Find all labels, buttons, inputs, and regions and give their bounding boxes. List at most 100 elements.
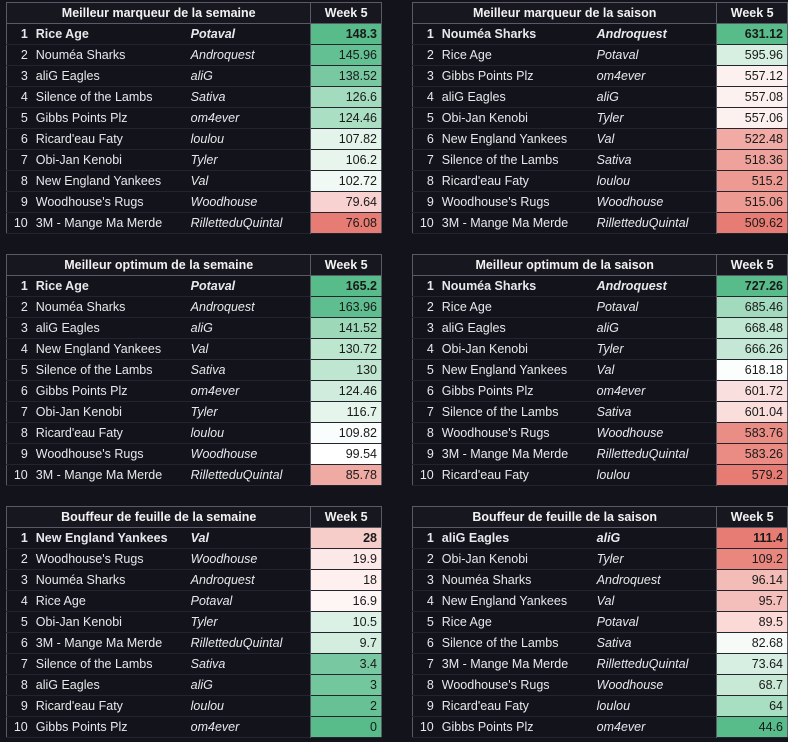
table-row: 4 New England Yankees Val 95.7 <box>412 590 788 612</box>
table-row: 1 Nouméa Sharks Androquest 631.12 <box>412 23 788 45</box>
table-row: 4 aliG Eagles aliG 557.08 <box>412 86 788 108</box>
table-row: 4 Rice Age Potaval 16.9 <box>6 590 382 612</box>
manager-cell: Sativa <box>190 657 226 671</box>
leaderboard-table: Meilleur optimum de la saison Week 5 1 Noum… <box>412 254 788 486</box>
rank-cell: 7 <box>20 153 28 167</box>
score-cell: 102.72 <box>310 170 382 192</box>
rank-cell: 8 <box>426 678 434 692</box>
manager-cell: Tyler <box>190 405 218 419</box>
team-name-cell: Obi-Jan Kenobi <box>35 153 122 167</box>
manager-cell: om4ever <box>596 384 646 398</box>
team-name-cell: Gibbs Points Plz <box>441 69 534 83</box>
table-row: 10 3M - Mange Ma Merde RilletteduQuintal 76… <box>6 212 382 234</box>
table-row: 3 aliG Eagles aliG 141.52 <box>6 317 382 339</box>
rank-cell: 6 <box>20 636 28 650</box>
score-cell: 685.46 <box>716 296 788 318</box>
team-name-cell: New England Yankees <box>35 531 168 545</box>
score-cell: 583.26 <box>716 443 788 465</box>
team-name-cell: Silence of the Lambs <box>35 90 153 104</box>
week-column-header: Week 5 <box>310 254 382 276</box>
team-name-cell: 3M - Mange Ma Merde <box>441 216 569 230</box>
rank-cell: 10 <box>13 468 28 482</box>
manager-cell: Val <box>190 342 209 356</box>
score-cell: 82.68 <box>716 632 788 654</box>
table-row: 8 Woodhouse's Rugs Woodhouse 583.76 <box>412 422 788 444</box>
table-row: 8 aliG Eagles aliG 3 <box>6 674 382 696</box>
manager-cell: RilletteduQuintal <box>596 657 689 671</box>
table-row: 6 Gibbs Points Plz om4ever 601.72 <box>412 380 788 402</box>
rank-cell: 8 <box>426 426 434 440</box>
team-name-cell: Rice Age <box>35 27 89 41</box>
score-cell: 583.76 <box>716 422 788 444</box>
table-row: 1 Rice Age Potaval 148.3 <box>6 23 382 45</box>
score-cell: 518.36 <box>716 149 788 171</box>
score-cell: 130 <box>310 359 382 381</box>
manager-cell: RilletteduQuintal <box>596 447 689 461</box>
score-cell: 141.52 <box>310 317 382 339</box>
team-name-cell: Rice Age <box>441 300 492 314</box>
score-cell: 3 <box>310 674 382 696</box>
manager-cell: Sativa <box>596 405 632 419</box>
score-cell: 631.12 <box>716 23 788 45</box>
table-row: 2 Obi-Jan Kenobi Tyler 109.2 <box>412 548 788 570</box>
table-header-row: Meilleur optimum de la semaine Week 5 <box>6 254 382 276</box>
table-row: 9 Woodhouse's Rugs Woodhouse 515.06 <box>412 191 788 213</box>
table-row: 3 aliG Eagles aliG 668.48 <box>412 317 788 339</box>
score-cell: 126.6 <box>310 86 382 108</box>
table-row: 1 aliG Eagles aliG 111.4 <box>412 527 788 549</box>
score-cell: 601.04 <box>716 401 788 423</box>
manager-cell: om4ever <box>190 720 240 734</box>
table-row: 9 Woodhouse's Rugs Woodhouse 79.64 <box>6 191 382 213</box>
week-column-header: Week 5 <box>310 506 382 528</box>
team-name-cell: Nouméa Sharks <box>441 279 537 293</box>
rank-cell: 4 <box>426 90 434 104</box>
team-name-cell: New England Yankees <box>441 132 568 146</box>
manager-cell: Potaval <box>190 279 236 293</box>
rank-cell: 6 <box>426 636 434 650</box>
team-name-cell: Ricard'eau Faty <box>441 174 529 188</box>
rank-cell: 4 <box>20 342 28 356</box>
rank-cell: 4 <box>426 342 434 356</box>
score-cell: 18 <box>310 569 382 591</box>
manager-cell: Sativa <box>190 90 226 104</box>
score-cell: 68.7 <box>716 674 788 696</box>
table-row: 4 Obi-Jan Kenobi Tyler 666.26 <box>412 338 788 360</box>
rank-cell: 5 <box>426 615 434 629</box>
manager-cell: Tyler <box>190 615 218 629</box>
table-row: 9 3M - Mange Ma Merde RilletteduQuintal 583… <box>412 443 788 465</box>
manager-cell: loulou <box>190 132 225 146</box>
rank-cell: 3 <box>426 69 434 83</box>
table-row: 6 Ricard'eau Faty loulou 107.82 <box>6 128 382 150</box>
team-name-cell: Ricard'eau Faty <box>441 699 529 713</box>
score-cell: 76.08 <box>310 212 382 234</box>
team-name-cell: New England Yankees <box>35 174 162 188</box>
manager-cell: Tyler <box>596 552 624 566</box>
score-cell: 2 <box>310 695 382 717</box>
table-row: 8 New England Yankees Val 102.72 <box>6 170 382 192</box>
rank-cell: 10 <box>419 720 434 734</box>
team-name-cell: Ricard'eau Faty <box>35 132 123 146</box>
table-row: 6 New England Yankees Val 522.48 <box>412 128 788 150</box>
table-row: 2 Nouméa Sharks Androquest 163.96 <box>6 296 382 318</box>
manager-cell: Potaval <box>596 48 639 62</box>
table-row: 9 Ricard'eau Faty loulou 64 <box>412 695 788 717</box>
score-cell: 515.2 <box>716 170 788 192</box>
manager-cell: RilletteduQuintal <box>190 216 283 230</box>
rank-cell: 4 <box>20 90 28 104</box>
manager-cell: Val <box>190 531 209 545</box>
score-cell: 557.12 <box>716 65 788 87</box>
team-name-cell: aliG Eagles <box>441 90 506 104</box>
team-name-cell: Silence of the Lambs <box>441 405 559 419</box>
rank-cell: 2 <box>426 48 434 62</box>
table-row: 8 Ricard'eau Faty loulou 515.2 <box>412 170 788 192</box>
table-title: Meilleur marqueur de la semaine <box>6 2 311 24</box>
team-name-cell: New England Yankees <box>441 363 568 377</box>
score-cell: 0 <box>310 716 382 738</box>
rank-cell: 3 <box>20 69 28 83</box>
manager-cell: Tyler <box>596 342 624 356</box>
rank-cell: 2 <box>20 552 28 566</box>
manager-cell: Potaval <box>596 300 639 314</box>
rank-cell: 7 <box>426 405 434 419</box>
table-row: 10 Ricard'eau Faty loulou 579.2 <box>412 464 788 486</box>
